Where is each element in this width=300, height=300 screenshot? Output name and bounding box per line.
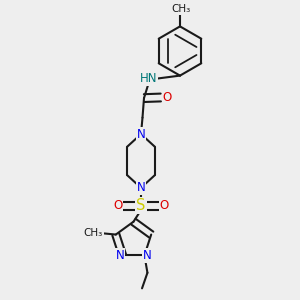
Text: O: O: [160, 199, 169, 212]
Text: O: O: [163, 91, 172, 104]
Text: N: N: [136, 128, 146, 141]
Text: N: N: [136, 181, 146, 194]
Text: CH₃: CH₃: [84, 228, 103, 238]
Text: HN: HN: [140, 72, 157, 85]
Text: N: N: [116, 249, 124, 262]
Text: O: O: [113, 199, 122, 212]
Text: S: S: [136, 198, 146, 213]
Text: CH₃: CH₃: [171, 4, 190, 14]
Text: N: N: [142, 249, 151, 262]
